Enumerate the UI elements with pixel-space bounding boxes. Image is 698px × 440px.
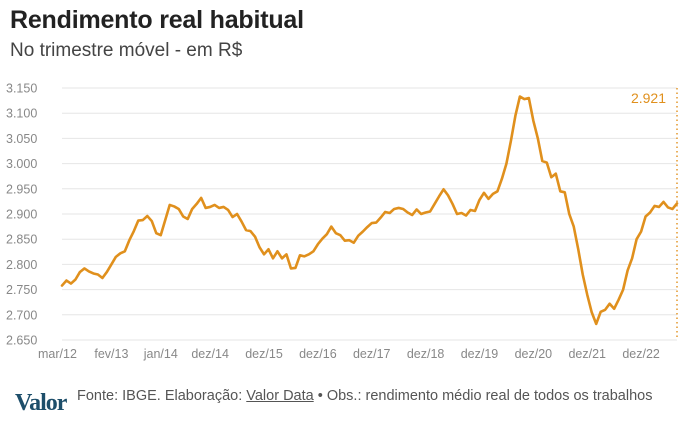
x-tick-label: jan/14 [143,347,178,361]
valor-logo: Valor [15,390,67,416]
chart-title: Rendimento real habitual [10,6,304,34]
x-tick-label: dez/18 [407,347,445,361]
y-tick-label: 3.050 [6,132,37,146]
x-tick-label: dez/16 [299,347,337,361]
x-tick-label: dez/21 [568,347,606,361]
y-axis-tick-labels: 2.650 2.700 2.750 2.800 2.850 2.900 2.950 3.000… [6,82,37,348]
series-layer [60,95,679,326]
x-tick-label: dez/14 [191,347,229,361]
x-tick-label: dez/17 [353,347,391,361]
y-tick-label: 3.100 [6,107,37,121]
x-tick-label: fev/13 [94,347,128,361]
x-tick-label: dez/20 [515,347,553,361]
x-tick-label: dez/15 [245,347,283,361]
y-tick-label: 3.150 [6,82,37,96]
y-tick-label: 2.650 [6,334,37,348]
y-tick-label: 2.950 [6,182,37,196]
y-tick-label: 2.700 [6,308,37,322]
y-tick-label: 2.800 [6,258,37,272]
y-tick-label: 2.750 [6,283,37,297]
last-value-label: 2.921 [631,90,666,106]
footer: Valor Fonte: IBGE. Elaboração: Valor Dat… [15,386,685,416]
x-tick-label: dez/22 [622,347,660,361]
source-suffix: • Obs.: rendimento médio real de todos o… [313,388,653,404]
valor-data-link[interactable]: Valor Data [246,388,314,404]
series-line-rendimento [60,95,679,326]
source-note: Fonte: IBGE. Elaboração: Valor Data • Ob… [77,386,657,406]
gridlines [62,87,677,341]
y-tick-label: 2.900 [6,208,37,222]
x-tick-label: mar/12 [38,347,77,361]
last-value-marker: 2.921 [631,88,678,340]
line-chart: 2.650 2.700 2.750 2.800 2.850 2.900 2.950 3.000… [6,82,679,361]
chart-subtitle: No trimestre móvel - em R$ [10,40,243,61]
x-tick-label: dez/19 [461,347,499,361]
y-tick-label: 3.000 [6,157,37,171]
source-prefix: Fonte: IBGE. Elaboração: [77,388,247,404]
y-tick-label: 2.850 [6,233,37,247]
x-axis-tick-labels: mar/12 fev/13 jan/14 dez/14 dez/15 dez/16 dez/… [38,347,660,361]
